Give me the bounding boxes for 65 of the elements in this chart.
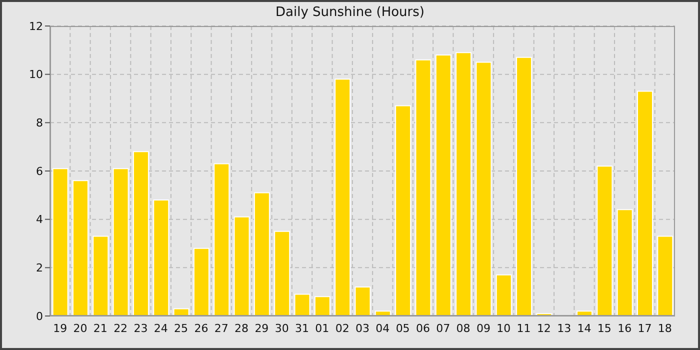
bar [496,274,512,316]
bar [616,209,633,316]
x-tick-label: 05 [396,322,410,335]
x-tick-label: 25 [174,322,188,335]
bar [274,230,290,316]
bar [214,163,230,316]
bar [435,54,452,316]
y-tick-label: 0 [36,310,43,323]
x-tick-label: 11 [516,322,531,335]
bar [153,200,170,316]
x-tick-label: 17 [638,322,652,335]
x-tick-label: 08 [456,322,470,335]
x-tick-label: 15 [597,322,612,335]
x-tick-label: 12 [536,322,551,335]
y-tick-label: 10 [29,68,43,82]
bar [476,62,492,316]
x-tick-label: 04 [376,322,390,335]
x-tick-label: 02 [335,322,350,335]
bar [132,151,149,316]
bar [456,52,472,316]
bar [72,180,88,316]
bar [657,236,674,316]
bar [294,294,310,316]
x-tick-label: 14 [577,322,592,335]
x-tick-label: 24 [154,322,168,335]
bar [112,168,129,316]
x-tick-label: 19 [53,322,68,335]
x-tick-label: 20 [73,322,88,335]
x-tick-label: 30 [274,322,289,335]
bar [234,216,250,316]
x-tick-label: 18 [658,322,672,335]
bar [193,248,210,316]
bar [334,78,351,316]
x-tick-label: 22 [114,322,128,335]
x-tick-label: 06 [416,322,430,335]
bar [395,105,412,316]
y-tick-label: 6 [36,164,43,178]
bar [516,56,532,316]
x-tick-label: 26 [194,322,208,335]
bar [596,166,613,316]
x-tick-label: 28 [234,322,249,335]
x-tick-label: 09 [476,322,490,335]
x-tick-label: 21 [93,322,108,335]
bar [415,59,432,316]
x-tick-label: 07 [436,322,450,335]
x-tick-label: 29 [254,322,269,335]
bar [314,296,330,316]
bar [92,236,109,316]
x-tick-label: 10 [496,322,511,335]
x-tick-label: 16 [618,322,632,335]
y-tick-label: 12 [29,20,43,33]
x-tick-label: 23 [134,322,148,335]
y-tick-label: 8 [36,116,43,130]
bar [637,90,653,316]
x-tick-label: 03 [356,322,370,335]
chart-title: Daily Sunshine (Hours) [274,5,426,20]
y-tick-label: 2 [36,262,43,275]
x-tick-label: 13 [557,322,572,335]
x-tick-label: 31 [295,322,310,335]
bar [254,192,270,316]
y-tick-label: 4 [36,213,43,226]
x-tick-label: 01 [315,322,330,335]
bar [354,286,371,316]
bar [52,168,68,316]
x-tick-label: 27 [214,322,228,335]
